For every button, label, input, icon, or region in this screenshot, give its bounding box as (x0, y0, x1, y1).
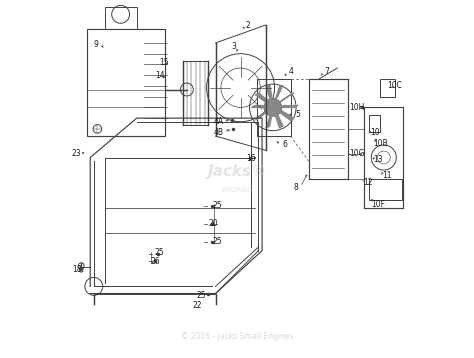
Text: 5: 5 (295, 110, 301, 119)
Text: 8: 8 (294, 183, 299, 193)
Polygon shape (266, 85, 272, 99)
Circle shape (264, 98, 282, 116)
Text: 10: 10 (370, 128, 380, 137)
Text: 25: 25 (212, 201, 222, 211)
Polygon shape (280, 111, 294, 120)
Text: 20: 20 (209, 219, 219, 228)
Polygon shape (251, 106, 265, 107)
Polygon shape (266, 114, 272, 128)
Text: 18: 18 (72, 265, 82, 274)
Polygon shape (275, 85, 283, 99)
Text: 10C: 10C (387, 81, 402, 91)
Text: 22: 22 (193, 300, 202, 310)
Polygon shape (255, 93, 267, 102)
Text: 10B: 10B (373, 139, 388, 148)
Text: 4: 4 (288, 67, 293, 76)
Text: 2: 2 (246, 20, 250, 30)
Text: 26: 26 (151, 257, 160, 266)
Text: 3: 3 (231, 42, 236, 51)
Text: 25: 25 (154, 248, 164, 257)
Text: © 2016 - Jacks Small Engines: © 2016 - Jacks Small Engines (181, 332, 293, 341)
Polygon shape (255, 111, 267, 120)
Text: 14: 14 (155, 71, 165, 80)
Polygon shape (280, 93, 294, 102)
Text: 7: 7 (324, 67, 329, 76)
Text: 13: 13 (374, 155, 383, 164)
Text: 10G: 10G (349, 149, 365, 159)
Text: 4B: 4B (214, 128, 224, 137)
Polygon shape (275, 114, 283, 128)
Text: 25: 25 (212, 237, 222, 246)
Text: 10F: 10F (372, 199, 385, 209)
Polygon shape (282, 106, 298, 107)
Text: 10H: 10H (349, 103, 365, 112)
Text: 15: 15 (159, 58, 168, 67)
Text: 4A: 4A (214, 117, 224, 126)
Text: 23: 23 (72, 149, 82, 159)
Text: 25: 25 (196, 291, 206, 300)
Text: 6: 6 (283, 140, 288, 150)
Text: 12: 12 (363, 178, 373, 187)
Text: 11: 11 (382, 171, 392, 180)
Text: ENGINES: ENGINES (221, 187, 253, 193)
Text: 16: 16 (246, 154, 255, 163)
Text: Jacks®: Jacks® (207, 164, 267, 179)
Text: 9: 9 (93, 40, 98, 49)
